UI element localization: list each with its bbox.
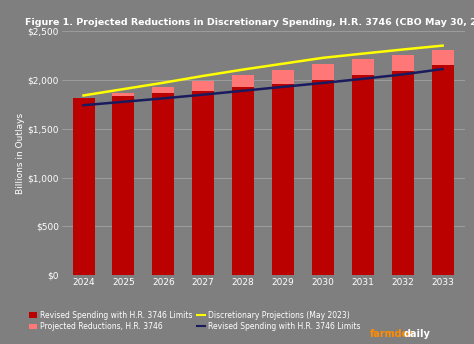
Y-axis label: Billions in Outlays: Billions in Outlays: [16, 112, 25, 194]
Bar: [152, 87, 174, 94]
Bar: [312, 80, 334, 275]
Bar: [392, 55, 414, 71]
Bar: [73, 98, 94, 275]
Bar: [232, 87, 254, 275]
Bar: [392, 71, 414, 275]
Text: farmdoc: farmdoc: [370, 329, 415, 339]
Bar: [192, 81, 214, 90]
Bar: [152, 94, 174, 275]
Bar: [352, 59, 374, 75]
Bar: [112, 93, 135, 96]
Title: Figure 1. Projected Reductions in Discretionary Spending, H.R. 3746 (CBO May 30,: Figure 1. Projected Reductions in Discre…: [25, 19, 474, 28]
Bar: [192, 90, 214, 275]
Bar: [312, 64, 334, 80]
Bar: [352, 75, 374, 275]
Bar: [112, 96, 135, 275]
Bar: [432, 65, 454, 275]
Bar: [272, 84, 294, 275]
Text: daily: daily: [404, 329, 431, 339]
Legend: Revised Spending with H.R. 3746 Limits, Projected Reductions, H.R. 3746, Discret: Revised Spending with H.R. 3746 Limits, …: [29, 311, 360, 331]
Bar: [232, 75, 254, 87]
Bar: [272, 70, 294, 84]
Bar: [432, 51, 454, 65]
